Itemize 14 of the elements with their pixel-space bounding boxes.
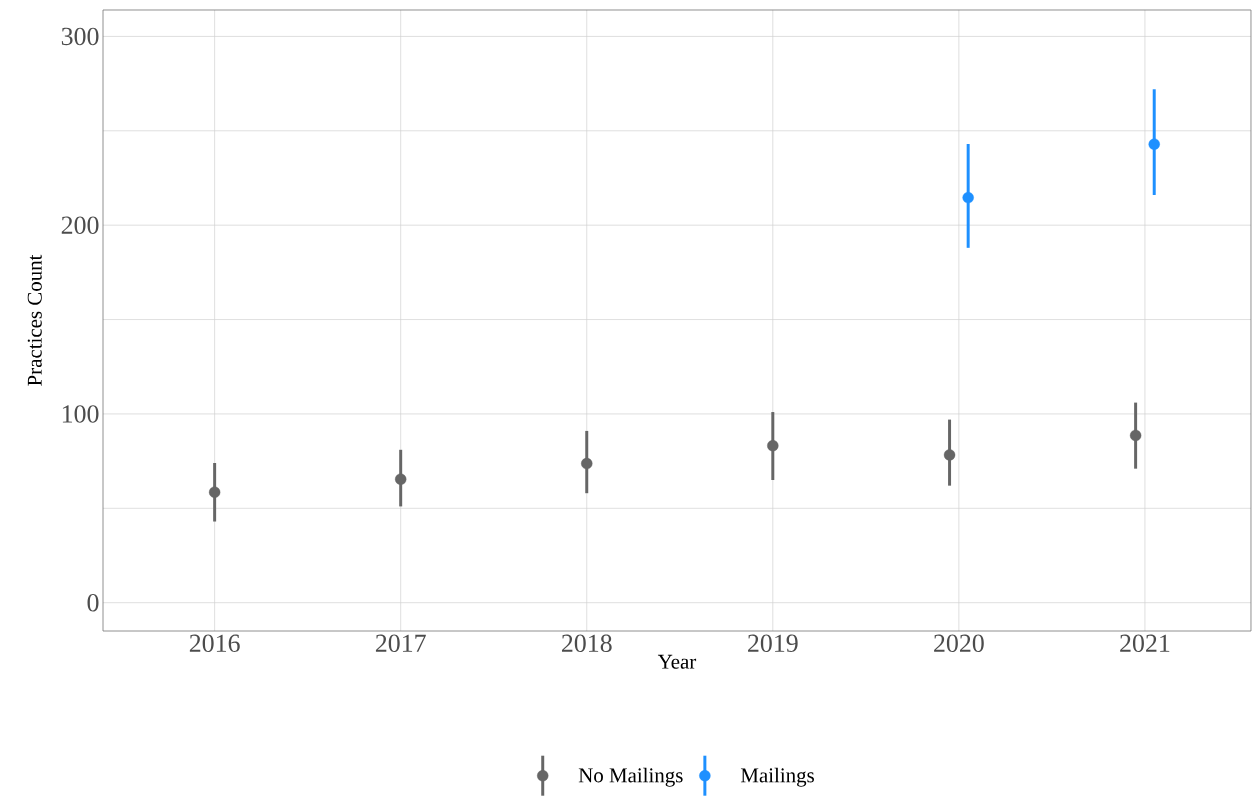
y-tick-label: 300 [61,27,99,46]
x-axis-title: Year [657,654,697,669]
x-tick-label: 2021 [1120,634,1170,652]
x-tick-label: 2018 [561,634,612,652]
legend-label: No Mailings [578,767,683,787]
x-tick-label: 2020 [934,634,984,652]
y-tick-label: 200 [61,216,99,234]
legend-label: Mailings [740,767,814,787]
y-axis-title: Practices Count [27,254,42,386]
x-tick-label: 2016 [189,634,240,652]
x-tick-label: 2019 [748,634,798,652]
y-tick-label: 100 [62,405,99,423]
y-tick-label: 0 [87,593,99,612]
x-tick-label: 2017 [375,634,426,652]
